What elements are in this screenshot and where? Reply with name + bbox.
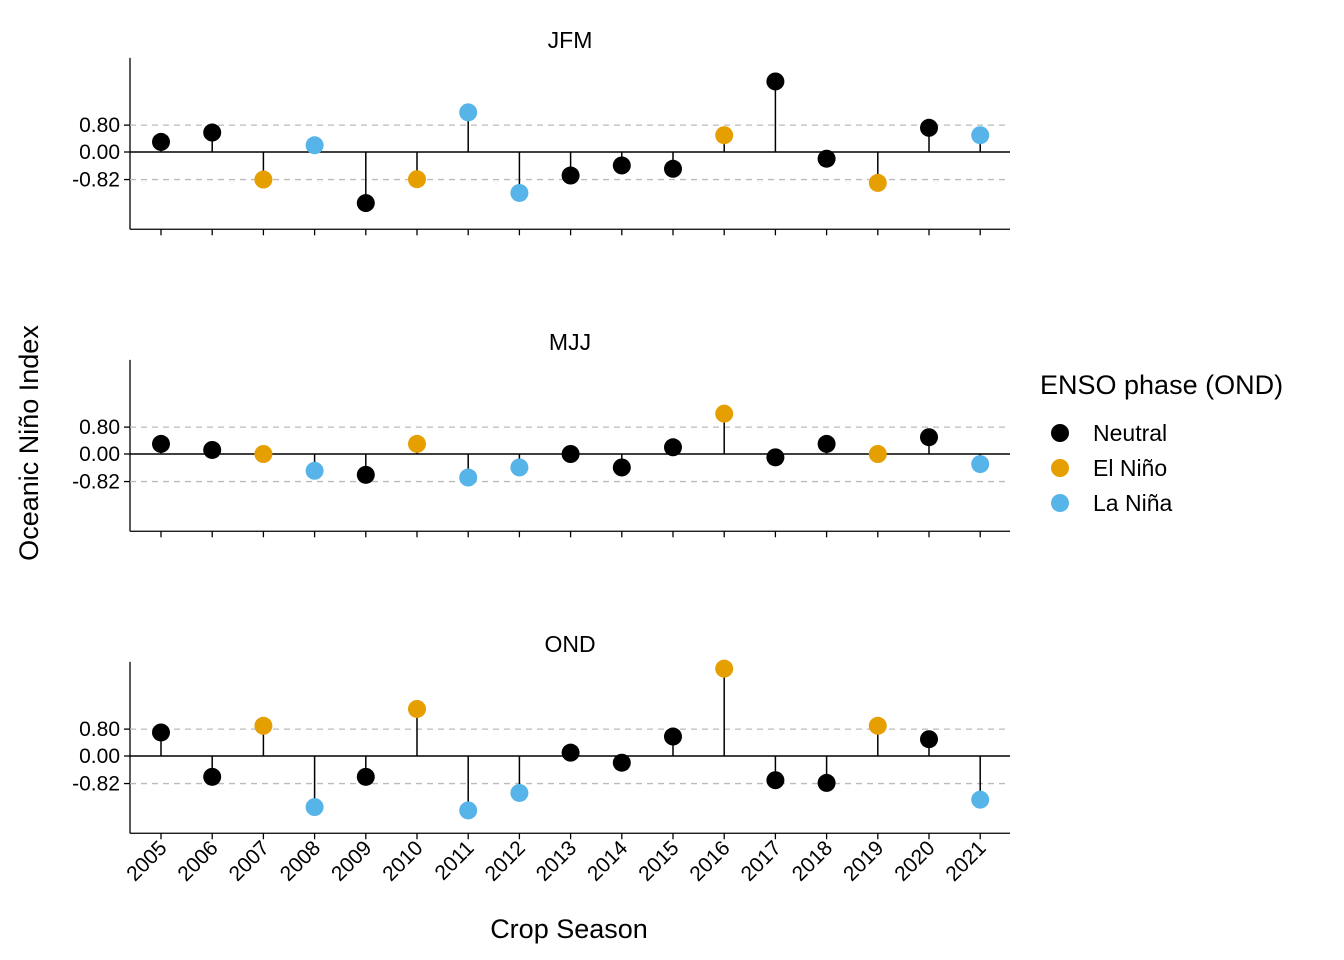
legend-label-neutral: Neutral bbox=[1093, 420, 1167, 446]
x-tick-label: 2016 bbox=[685, 837, 734, 886]
x-tick-label: 2015 bbox=[634, 837, 683, 886]
legend: ENSO phase (OND) Neutral El Niño La Niña bbox=[1040, 370, 1283, 516]
y-axis-title: Oceanic Niño Index bbox=[14, 325, 44, 561]
data-point bbox=[203, 767, 222, 786]
data-point bbox=[612, 753, 631, 772]
y-tick-label: 0.00 bbox=[79, 745, 120, 768]
x-tick-label: 2021 bbox=[941, 837, 990, 886]
data-point bbox=[510, 183, 529, 202]
data-point bbox=[305, 136, 324, 155]
x-tick-label: 2009 bbox=[327, 837, 376, 886]
x-tick-label: 2005 bbox=[122, 837, 171, 886]
data-point bbox=[766, 771, 785, 790]
data-point bbox=[203, 440, 222, 459]
x-axis-title: Crop Season bbox=[490, 914, 648, 944]
legend-swatch-neutral bbox=[1051, 424, 1069, 442]
data-point bbox=[664, 727, 682, 746]
panel-title: JFM bbox=[548, 27, 593, 53]
data-point bbox=[664, 438, 682, 457]
data-point bbox=[510, 783, 529, 802]
data-point bbox=[920, 730, 938, 749]
data-point bbox=[920, 118, 938, 137]
legend-label-lanina: La Niña bbox=[1093, 490, 1172, 516]
data-point bbox=[868, 445, 887, 463]
data-point bbox=[715, 126, 734, 145]
data-point bbox=[612, 156, 631, 175]
data-point bbox=[408, 699, 426, 718]
y-tick-label: -0.82 bbox=[72, 471, 120, 494]
data-point bbox=[459, 801, 478, 820]
legend-title: ENSO phase (OND) bbox=[1040, 370, 1283, 400]
data-point bbox=[305, 461, 324, 480]
data-point bbox=[203, 123, 222, 142]
y-tick-label: 0.80 bbox=[79, 114, 120, 137]
data-point bbox=[664, 159, 682, 178]
data-point bbox=[254, 716, 273, 735]
panel-mjj: MJJ 0.80 0.00 -0.82 bbox=[72, 329, 1010, 538]
data-point bbox=[715, 659, 734, 678]
data-point bbox=[817, 149, 836, 168]
data-point bbox=[561, 445, 580, 463]
y-tick-label: 0.80 bbox=[79, 718, 120, 741]
data-point bbox=[459, 468, 478, 487]
legend-swatch-elnino bbox=[1051, 459, 1069, 477]
legend-swatch-lanina bbox=[1051, 494, 1069, 512]
data-point bbox=[356, 767, 375, 786]
x-tick-label: 2008 bbox=[276, 837, 325, 886]
data-point bbox=[561, 743, 580, 762]
data-point bbox=[817, 773, 836, 792]
data-point bbox=[152, 723, 170, 742]
data-point bbox=[868, 173, 887, 192]
y-tick-label: 0.00 bbox=[79, 141, 120, 164]
data-point bbox=[715, 404, 734, 423]
x-tick-label: 2018 bbox=[788, 837, 837, 886]
data-point bbox=[152, 434, 170, 453]
data-point bbox=[305, 798, 324, 817]
x-tick-label: 2013 bbox=[532, 837, 581, 886]
data-point bbox=[152, 132, 170, 151]
data-point bbox=[868, 716, 887, 735]
data-point bbox=[920, 428, 938, 447]
data-point bbox=[561, 166, 580, 185]
data-point bbox=[612, 458, 631, 477]
data-point bbox=[971, 455, 990, 474]
data-point bbox=[510, 458, 529, 477]
x-tick-label: 2020 bbox=[890, 837, 939, 886]
data-point bbox=[408, 170, 426, 189]
x-tick-label: 2007 bbox=[225, 837, 274, 886]
panel-title: MJJ bbox=[549, 329, 591, 355]
y-tick-label: 0.00 bbox=[79, 443, 120, 466]
x-tick-label: 2017 bbox=[737, 837, 786, 886]
data-point bbox=[971, 790, 990, 809]
y-tick-label: -0.82 bbox=[72, 773, 120, 796]
data-point bbox=[971, 126, 990, 145]
facet-panels: JFM 0.80 0.00 -0.82 MJJ 0.80 0.00 -0.82 OND 0.80 0… bbox=[72, 27, 1010, 886]
x-tick-label: 2014 bbox=[583, 836, 633, 886]
data-point bbox=[766, 72, 785, 91]
data-point bbox=[356, 465, 375, 484]
y-tick-label: 0.80 bbox=[79, 416, 120, 439]
x-tick-label: 2012 bbox=[481, 837, 530, 886]
panel-title: OND bbox=[544, 631, 595, 657]
data-point bbox=[817, 434, 836, 453]
data-point bbox=[254, 445, 273, 463]
data-point bbox=[356, 194, 375, 213]
legend-label-elnino: El Niño bbox=[1093, 455, 1167, 481]
panel-ond: OND 0.80 0.00 -0.82 2005 2006 2007 2008 2009 2010… bbox=[72, 631, 1010, 886]
data-point bbox=[766, 448, 785, 467]
data-point bbox=[408, 434, 426, 453]
legend-items: Neutral El Niño La Niña bbox=[1051, 420, 1172, 516]
x-tick-label: 2011 bbox=[431, 837, 479, 885]
x-tick-label: 2006 bbox=[173, 837, 222, 886]
data-point bbox=[459, 103, 478, 122]
x-tick-label: 2019 bbox=[839, 837, 888, 886]
panel-jfm: JFM 0.80 0.00 -0.82 bbox=[72, 27, 1010, 236]
data-point bbox=[254, 170, 273, 189]
y-tick-label: -0.82 bbox=[72, 169, 120, 192]
x-tick-label: 2010 bbox=[378, 837, 427, 886]
